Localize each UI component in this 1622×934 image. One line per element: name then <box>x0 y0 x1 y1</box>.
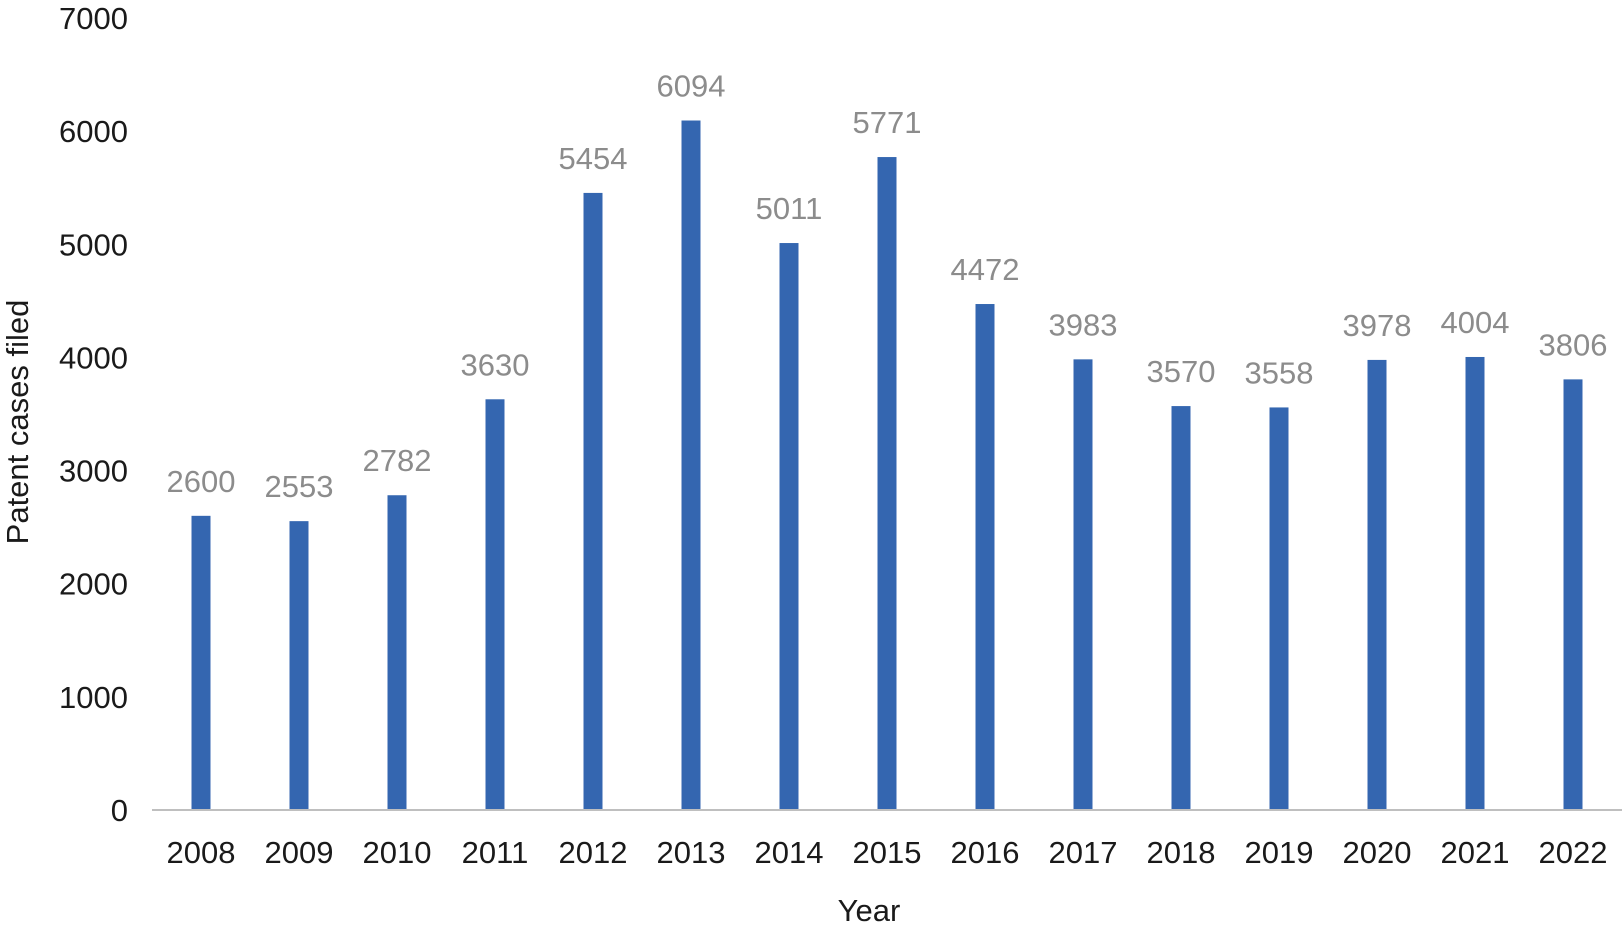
bars <box>191 120 1583 811</box>
data-label-2013: 6094 <box>657 69 726 104</box>
y-tick-label: 6000 <box>59 114 128 149</box>
y-tick-label: 7000 <box>59 1 128 36</box>
x-tick-label-2011: 2011 <box>462 835 529 870</box>
data-label-2020: 3978 <box>1343 308 1412 343</box>
y-tick-label: 0 <box>111 793 128 828</box>
bar-2012 <box>583 192 603 811</box>
data-labels: 2600 2553 2782 3630 5454 6094 5011 5771 4472 3983… <box>167 69 1608 505</box>
x-tick-label-2015: 2015 <box>853 835 922 870</box>
y-axis-ticks: 0 1000 2000 3000 4000 5000 6000 7000 <box>59 1 128 828</box>
bar-2011 <box>485 399 505 810</box>
x-axis-ticks: 2008 2009 2010 2011 2012 2013 2014 2015 2016 2017… <box>167 835 1608 870</box>
y-tick-label: 5000 <box>59 227 128 262</box>
y-tick-label: 1000 <box>59 680 128 715</box>
data-label-2019: 3558 <box>1245 355 1314 390</box>
data-label-2016: 4472 <box>951 252 1020 287</box>
x-tick-label-2018: 2018 <box>1147 835 1216 870</box>
data-label-2009: 2553 <box>265 469 334 504</box>
y-tick-label: 2000 <box>59 567 128 602</box>
x-tick-label-2021: 2021 <box>1441 835 1510 870</box>
data-label-2010: 2782 <box>363 443 432 478</box>
bar-2008 <box>191 515 211 810</box>
data-label-2021: 4004 <box>1441 305 1510 340</box>
data-label-2012: 5454 <box>559 141 628 176</box>
bar-2009 <box>289 521 309 810</box>
data-label-2014: 5011 <box>756 191 823 226</box>
data-label-2017: 3983 <box>1049 307 1118 342</box>
data-label-2011: 3630 <box>461 347 530 382</box>
x-tick-label-2013: 2013 <box>657 835 726 870</box>
x-axis-title: Year <box>838 893 901 928</box>
x-tick-label-2009: 2009 <box>265 835 334 870</box>
data-label-2018: 3570 <box>1147 354 1216 389</box>
bar-2013 <box>681 120 701 810</box>
x-tick-label-2014: 2014 <box>755 835 824 870</box>
bar-2022 <box>1563 379 1583 810</box>
y-tick-label: 3000 <box>59 454 128 489</box>
bar-2016 <box>975 304 995 810</box>
data-label-2022: 3806 <box>1539 327 1608 362</box>
bar-2020 <box>1367 359 1387 810</box>
y-axis-title: Patent cases filed <box>0 300 35 545</box>
x-tick-label-2016: 2016 <box>951 835 1020 870</box>
x-tick-label-2008: 2008 <box>167 835 236 870</box>
bar-2014 <box>779 243 799 810</box>
data-label-2008: 2600 <box>167 464 236 499</box>
x-tick-label-2010: 2010 <box>363 835 432 870</box>
x-tick-label-2012: 2012 <box>559 835 628 870</box>
bar-2021 <box>1465 356 1485 810</box>
x-tick-label-2017: 2017 <box>1049 835 1118 870</box>
bar-2019 <box>1269 407 1289 810</box>
bar-2017 <box>1073 359 1093 810</box>
x-tick-label-2019: 2019 <box>1245 835 1314 870</box>
x-tick-label-2020: 2020 <box>1343 835 1412 870</box>
x-tick-label-2022: 2022 <box>1539 835 1608 870</box>
bar-2010 <box>387 495 407 810</box>
bar-2015 <box>877 157 897 811</box>
bar-2018 <box>1171 406 1191 810</box>
y-tick-label: 4000 <box>59 340 128 375</box>
data-label-2015: 5771 <box>853 105 922 140</box>
